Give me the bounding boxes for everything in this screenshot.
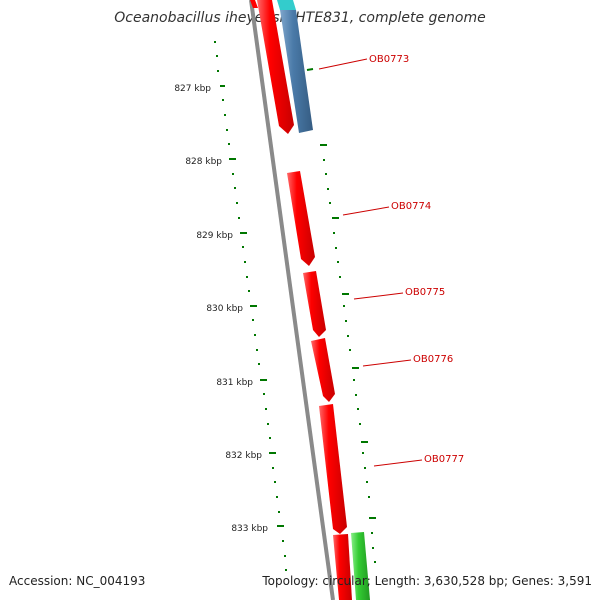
gene-top-red-strip[interactable] <box>250 0 258 8</box>
gene-arrow-3[interactable] <box>303 271 326 337</box>
gene-label-ob0775: OB0775 <box>405 287 445 298</box>
genome-summary-text: Topology: circular; Length: 3,630,528 bp… <box>262 574 592 588</box>
scale-label-828: 828 kbp <box>185 157 222 167</box>
scale-label-833: 833 kbp <box>231 524 268 534</box>
gene-label-connectors <box>318 58 423 467</box>
scale-label-830: 830 kbp <box>206 304 243 314</box>
gene-label-ob0776: OB0776 <box>413 354 453 365</box>
gene-arrow-green[interactable] <box>351 532 370 600</box>
gene-arrow-2[interactable] <box>287 171 315 266</box>
scale-label-829: 829 kbp <box>196 231 233 241</box>
gene-arrow-4[interactable] <box>311 338 335 402</box>
gene-arrow-5[interactable] <box>319 404 347 534</box>
gene-arrow-1[interactable] <box>257 0 294 134</box>
gene-top-cyan[interactable] <box>277 0 296 10</box>
genome-backbone <box>249 0 335 600</box>
gene-label-ob0773: OB0773 <box>369 54 409 65</box>
scale-label-831: 831 kbp <box>216 378 253 388</box>
gene-label-ob0777: OB0777 <box>424 454 464 465</box>
gene-arrow-6[interactable] <box>333 534 352 600</box>
scale-label-827: 827 kbp <box>174 84 211 94</box>
accession-text: Accession: NC_004193 <box>9 574 146 588</box>
gene-label-ob0774: OB0774 <box>391 201 431 212</box>
scale-label-832: 832 kbp <box>225 451 262 461</box>
outer-tick-marks <box>306 68 376 563</box>
inner-tick-marks <box>214 41 287 571</box>
gene-ob0773-arrow[interactable] <box>280 10 313 133</box>
map-title: Oceanobacillus iheyensis HTE831, complet… <box>114 10 486 26</box>
